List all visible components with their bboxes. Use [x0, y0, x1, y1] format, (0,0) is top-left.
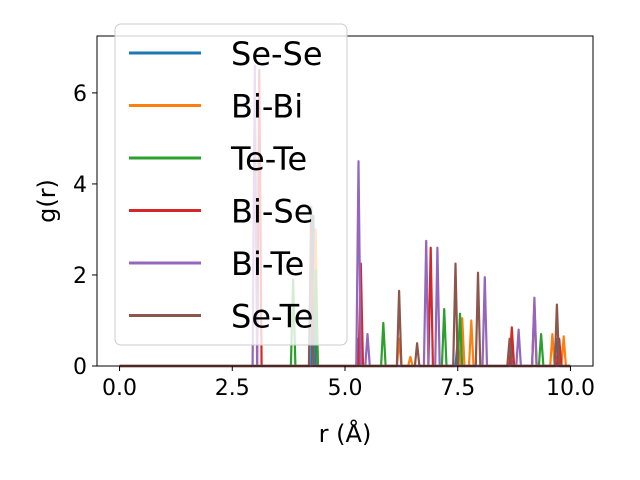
plot-area: [96, 35, 594, 368]
y-tick-label: 0: [73, 355, 87, 380]
y-tick-label: 2: [73, 264, 87, 289]
x-tick-label: 10.0: [546, 376, 595, 401]
x-tick-label: 5.0: [328, 376, 363, 401]
x-tick-label: 7.5: [440, 376, 475, 401]
legend-label-se-se: Se-Se: [231, 35, 323, 73]
legend-label-bi-se: Bi-Se: [231, 193, 313, 231]
x-axis: 0.0 2.5 5.0 7.5 10.0: [102, 366, 595, 401]
y-axis: 0 2 4 6: [73, 82, 97, 380]
x-tick-label: 0.0: [102, 376, 137, 401]
y-tick-label: 6: [73, 82, 87, 107]
legend-label-bi-bi: Bi-Bi: [231, 88, 303, 126]
legend-label-te-te: Te-Te: [230, 140, 307, 178]
legend: Se-Se Bi-Bi Te-Te Bi-Se Bi-Te Se-Te: [114, 23, 348, 346]
legend-label-bi-te: Bi-Te: [231, 245, 304, 283]
y-axis-label: g(r): [33, 179, 61, 223]
x-tick-label: 2.5: [215, 376, 250, 401]
legend-label-se-te: Se-Te: [231, 298, 313, 336]
x-axis-label: r (Å): [319, 419, 372, 448]
y-tick-label: 4: [73, 173, 87, 198]
